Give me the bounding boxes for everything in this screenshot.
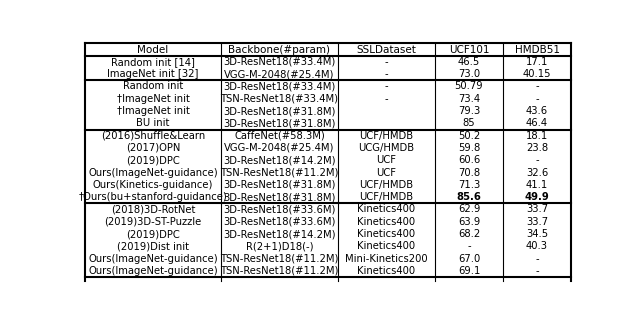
Text: HMDB51: HMDB51	[515, 45, 559, 55]
Text: BU init: BU init	[136, 118, 170, 128]
Text: 3D-ResNet18(#33.6M): 3D-ResNet18(#33.6M)	[223, 204, 335, 214]
Text: -: -	[535, 254, 539, 264]
Text: -: -	[385, 94, 388, 104]
Text: 3D-ResNet18(#33.6M): 3D-ResNet18(#33.6M)	[223, 217, 335, 227]
Text: TSN-ResNet18(#33.4M): TSN-ResNet18(#33.4M)	[220, 94, 339, 104]
Text: R(2+1)D18(-): R(2+1)D18(-)	[246, 241, 313, 251]
Text: Random init [14]: Random init [14]	[111, 57, 195, 67]
Text: -: -	[535, 266, 539, 276]
Text: -: -	[535, 82, 539, 91]
Text: 3D-ResNet18(#31.8M): 3D-ResNet18(#31.8M)	[223, 192, 335, 202]
Text: Mini-Kinetics200: Mini-Kinetics200	[345, 254, 428, 264]
Text: Kinetics400: Kinetics400	[357, 204, 415, 214]
Text: UCF/HMDB: UCF/HMDB	[359, 180, 413, 190]
Text: (2018)3D-RotNet: (2018)3D-RotNet	[111, 204, 195, 214]
Text: 63.9: 63.9	[458, 217, 480, 227]
Text: 70.8: 70.8	[458, 168, 480, 178]
Text: UCF101: UCF101	[449, 45, 489, 55]
Text: Kinetics400: Kinetics400	[357, 217, 415, 227]
Text: -: -	[535, 155, 539, 165]
Text: -: -	[535, 94, 539, 104]
Text: (2017)OPN: (2017)OPN	[126, 143, 180, 153]
Text: Ours(ImageNet-guidance): Ours(ImageNet-guidance)	[88, 168, 218, 178]
Text: 33.7: 33.7	[526, 204, 548, 214]
Text: 3D-ResNet18(#31.8M): 3D-ResNet18(#31.8M)	[223, 180, 335, 190]
Text: CaffeNet(#58.3M): CaffeNet(#58.3M)	[234, 131, 324, 141]
Text: †ImageNet init: †ImageNet init	[116, 94, 189, 104]
Text: 3D-ResNet18(#31.8M): 3D-ResNet18(#31.8M)	[223, 106, 335, 116]
Text: VGG-M-2048(#25.4M): VGG-M-2048(#25.4M)	[224, 143, 335, 153]
Text: Ours(Kinetics-guidance): Ours(Kinetics-guidance)	[93, 180, 213, 190]
Text: †ImageNet init: †ImageNet init	[116, 106, 189, 116]
Text: TSN-ResNet18(#11.2M): TSN-ResNet18(#11.2M)	[220, 168, 339, 178]
Text: 62.9: 62.9	[458, 204, 480, 214]
Text: 3D-ResNet18(#33.4M): 3D-ResNet18(#33.4M)	[223, 57, 335, 67]
Text: (2019)Dist init: (2019)Dist init	[117, 241, 189, 251]
Text: Kinetics400: Kinetics400	[357, 266, 415, 276]
Text: -: -	[385, 82, 388, 91]
Text: 46.4: 46.4	[526, 118, 548, 128]
Text: 85: 85	[463, 118, 476, 128]
Text: UCF/HMDB: UCF/HMDB	[359, 192, 413, 202]
Text: 50.2: 50.2	[458, 131, 480, 141]
Text: 23.8: 23.8	[526, 143, 548, 153]
Text: Model: Model	[138, 45, 168, 55]
Text: 40.3: 40.3	[526, 241, 548, 251]
Text: 32.6: 32.6	[526, 168, 548, 178]
Text: UCF/HMDB: UCF/HMDB	[359, 131, 413, 141]
Text: Kinetics400: Kinetics400	[357, 241, 415, 251]
Text: 34.5: 34.5	[526, 229, 548, 239]
Text: 59.8: 59.8	[458, 143, 480, 153]
Text: 50.79: 50.79	[454, 82, 483, 91]
Text: UCF: UCF	[376, 155, 396, 165]
Text: Backbone(#param): Backbone(#param)	[228, 45, 330, 55]
Text: (2019)3D-ST-Puzzle: (2019)3D-ST-Puzzle	[104, 217, 202, 227]
Text: (2019)DPC: (2019)DPC	[126, 155, 180, 165]
Text: 68.2: 68.2	[458, 229, 480, 239]
Text: 85.6: 85.6	[456, 192, 481, 202]
Text: 33.7: 33.7	[526, 217, 548, 227]
Text: 60.6: 60.6	[458, 155, 480, 165]
Text: -: -	[385, 57, 388, 67]
Text: 67.0: 67.0	[458, 254, 480, 264]
Text: 79.3: 79.3	[458, 106, 480, 116]
Text: 3D-ResNet18(#33.4M): 3D-ResNet18(#33.4M)	[223, 82, 335, 91]
Text: Ours(ImageNet-guidance): Ours(ImageNet-guidance)	[88, 254, 218, 264]
Text: TSN-ResNet18(#11.2M): TSN-ResNet18(#11.2M)	[220, 254, 339, 264]
Text: 3D-ResNet18(#14.2M): 3D-ResNet18(#14.2M)	[223, 229, 335, 239]
Text: 17.1: 17.1	[526, 57, 548, 67]
Text: (2019)DPC: (2019)DPC	[126, 229, 180, 239]
Text: 40.15: 40.15	[523, 69, 551, 79]
Text: (2016)Shuffle&Learn: (2016)Shuffle&Learn	[101, 131, 205, 141]
Text: 73.4: 73.4	[458, 94, 480, 104]
Text: ImageNet init [32]: ImageNet init [32]	[108, 69, 198, 79]
Text: -: -	[467, 241, 471, 251]
Text: 3D-ResNet18(#31.8M): 3D-ResNet18(#31.8M)	[223, 118, 335, 128]
Text: -: -	[385, 69, 388, 79]
Text: Random init: Random init	[123, 82, 183, 91]
Text: 46.5: 46.5	[458, 57, 480, 67]
Text: UCG/HMDB: UCG/HMDB	[358, 143, 414, 153]
Text: Kinetics400: Kinetics400	[357, 229, 415, 239]
Text: 69.1: 69.1	[458, 266, 480, 276]
Text: †Ours(bu+stanford-guidance): †Ours(bu+stanford-guidance)	[79, 192, 227, 202]
Text: UCF: UCF	[376, 168, 396, 178]
Text: 41.1: 41.1	[526, 180, 548, 190]
Text: 3D-ResNet18(#14.2M): 3D-ResNet18(#14.2M)	[223, 155, 335, 165]
Text: 43.6: 43.6	[526, 106, 548, 116]
Text: 71.3: 71.3	[458, 180, 480, 190]
Text: TSN-ResNet18(#11.2M): TSN-ResNet18(#11.2M)	[220, 266, 339, 276]
Text: 18.1: 18.1	[526, 131, 548, 141]
Text: VGG-M-2048(#25.4M): VGG-M-2048(#25.4M)	[224, 69, 335, 79]
Text: SSLDataset: SSLDataset	[356, 45, 416, 55]
Text: 73.0: 73.0	[458, 69, 480, 79]
Text: Ours(ImageNet-guidance): Ours(ImageNet-guidance)	[88, 266, 218, 276]
Text: 49.9: 49.9	[525, 192, 549, 202]
